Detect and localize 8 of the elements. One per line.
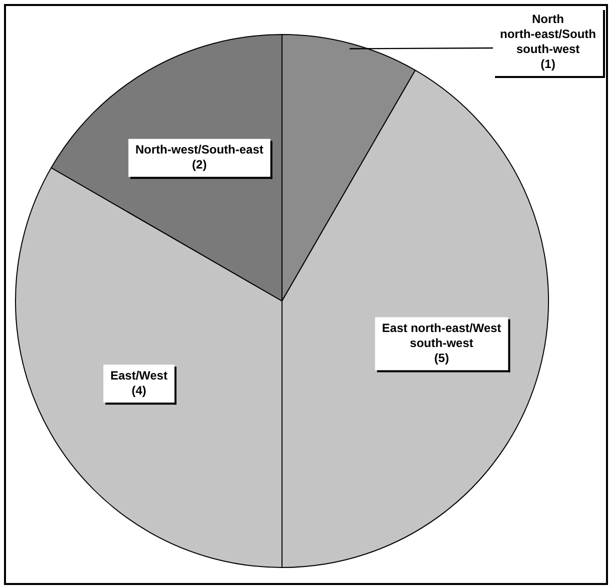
slice-label: East north-east/West south-west	[382, 321, 502, 350]
data-label: (2)	[192, 158, 207, 172]
data-label: (1)	[540, 56, 556, 71]
data-label: (5)	[434, 351, 449, 366]
data-label: (4)	[132, 383, 146, 398]
slice-label: North-west/South-east	[135, 142, 264, 157]
slice-label: East/West	[110, 368, 168, 382]
slice-label: North north-east/South south-west	[500, 12, 596, 56]
